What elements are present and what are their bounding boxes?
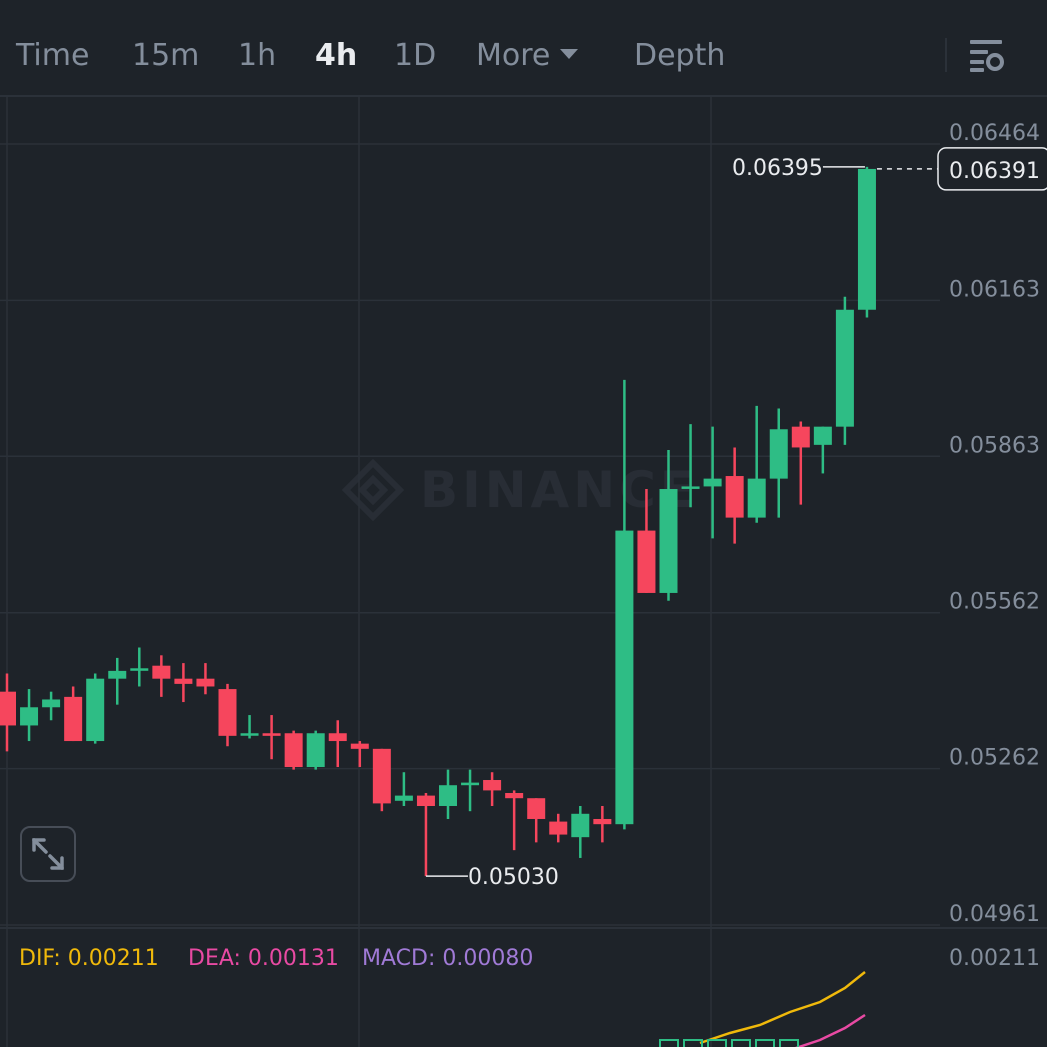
candle-body bbox=[108, 670, 127, 679]
candle-body bbox=[593, 818, 612, 825]
candle-body bbox=[681, 486, 700, 489]
y-tick-label: 0.05562 bbox=[949, 590, 1040, 615]
candle-body bbox=[747, 478, 766, 518]
y-tick-label: 0.05262 bbox=[949, 746, 1040, 771]
candle-body bbox=[725, 476, 744, 518]
candle-body bbox=[152, 665, 171, 679]
candle-body bbox=[394, 795, 413, 801]
y-tick-label: 0.05863 bbox=[949, 433, 1040, 458]
candle-body bbox=[659, 489, 678, 593]
candle-body bbox=[416, 795, 435, 806]
dea-line bbox=[795, 1013, 866, 1047]
y-tick-label: 0.04961 bbox=[949, 902, 1040, 927]
candle-body bbox=[461, 782, 480, 786]
candle-body bbox=[284, 733, 303, 768]
binance-logo-icon bbox=[341, 458, 405, 522]
macd-axis-label: 0.00211 bbox=[949, 946, 1040, 971]
candle-body bbox=[615, 530, 634, 825]
y-tick-label: 0.06464 bbox=[949, 121, 1040, 146]
current-price-label: 0.06391 bbox=[949, 159, 1040, 184]
macd-histogram-bar bbox=[755, 1039, 775, 1047]
tab-1d[interactable]: 1D bbox=[394, 38, 437, 73]
low-marker-label: 0.05030 bbox=[468, 865, 559, 890]
dif-line bbox=[699, 971, 866, 1045]
candle-body bbox=[240, 733, 259, 736]
candle-body bbox=[813, 426, 832, 445]
dea-indicator: DEA: 0.00131 bbox=[188, 946, 339, 971]
candle-body bbox=[42, 699, 61, 708]
macd-histogram-bar bbox=[779, 1039, 799, 1047]
interval-toolbar: Time 15m 1h 4h 1D More Depth bbox=[0, 0, 1047, 97]
macd-histogram-bar bbox=[659, 1039, 679, 1047]
candle-body bbox=[703, 478, 722, 487]
candle-body bbox=[86, 678, 105, 742]
macd-histogram-bar bbox=[707, 1039, 727, 1047]
candle-body bbox=[439, 785, 457, 806]
chart-settings-icon bbox=[970, 40, 1004, 72]
candle-body bbox=[262, 733, 281, 736]
candle-body bbox=[835, 309, 854, 427]
macd-histogram-bar bbox=[683, 1039, 703, 1047]
candle-body bbox=[328, 733, 347, 742]
chart-settings-button[interactable] bbox=[966, 36, 1006, 76]
candle-body bbox=[505, 793, 524, 799]
candle-body bbox=[637, 530, 656, 593]
candle-body bbox=[130, 668, 149, 671]
dif-indicator: DIF: 0.00211 bbox=[19, 946, 159, 971]
binance-watermark: BINANCE bbox=[340, 455, 698, 525]
candle-body bbox=[20, 707, 39, 726]
candle-body bbox=[0, 691, 16, 726]
tab-4h[interactable]: 4h bbox=[315, 38, 358, 73]
tab-15m[interactable]: 15m bbox=[132, 38, 200, 73]
caret-down-icon bbox=[560, 49, 579, 59]
expand-arrows-icon bbox=[32, 838, 64, 870]
toolbar-divider bbox=[945, 38, 947, 72]
y-tick-label: 0.06163 bbox=[949, 277, 1040, 302]
tab-time[interactable]: Time bbox=[16, 38, 90, 73]
candle-body bbox=[218, 689, 237, 736]
candle-body bbox=[306, 733, 325, 768]
high-marker-label: 0.06395 bbox=[732, 156, 823, 181]
candlestick-chart[interactable]: 0.06464 0.06163 0.05863 0.05562 0.05262 0.049… bbox=[0, 97, 1047, 1047]
candle-body bbox=[174, 678, 193, 684]
candle-body bbox=[571, 813, 590, 838]
macd-histogram-bar bbox=[731, 1039, 751, 1047]
watermark-text: BINANCE bbox=[420, 461, 698, 519]
candle-body bbox=[549, 821, 568, 835]
tab-more[interactable]: More bbox=[476, 36, 579, 76]
tab-more-label: More bbox=[476, 38, 551, 73]
candle-body bbox=[857, 168, 876, 310]
candle-body bbox=[769, 429, 788, 479]
tab-1h[interactable]: 1h bbox=[238, 38, 277, 73]
candle-body bbox=[350, 743, 369, 749]
candle-body bbox=[483, 780, 502, 791]
macd-indicator: MACD: 0.00080 bbox=[362, 946, 534, 971]
candle-body bbox=[791, 426, 810, 448]
candle-body bbox=[372, 748, 391, 804]
fullscreen-button[interactable] bbox=[20, 826, 76, 882]
candle-body bbox=[527, 798, 546, 819]
candle-body bbox=[64, 696, 83, 742]
tab-depth[interactable]: Depth bbox=[634, 38, 726, 73]
candle-body bbox=[196, 678, 215, 687]
current-price-tag bbox=[937, 147, 1047, 191]
